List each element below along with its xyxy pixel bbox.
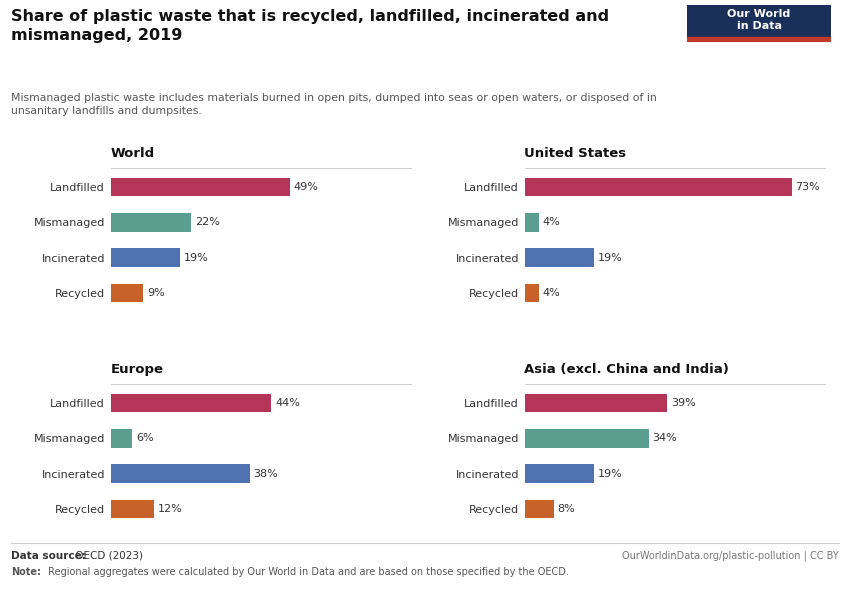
Text: 38%: 38%	[253, 469, 278, 479]
Text: Asia (excl. China and India): Asia (excl. China and India)	[524, 363, 729, 376]
Text: 39%: 39%	[671, 398, 695, 409]
Bar	[524, 214, 539, 232]
Text: 19%: 19%	[598, 253, 622, 263]
Bar	[110, 464, 250, 482]
Text: Our World
in Data: Our World in Data	[728, 9, 791, 31]
Text: 19%: 19%	[598, 469, 622, 479]
Text: Regional aggregates were calculated by Our World in Data and are based on those : Regional aggregates were calculated by O…	[45, 567, 569, 577]
Text: 44%: 44%	[275, 398, 300, 409]
Text: Share of plastic waste that is recycled, landfilled, incinerated and
mismanaged,: Share of plastic waste that is recycled,…	[11, 9, 609, 43]
Text: 34%: 34%	[653, 433, 677, 443]
Text: Data source:: Data source:	[11, 551, 86, 561]
Bar	[687, 37, 831, 42]
Bar	[524, 430, 649, 448]
Text: 4%: 4%	[543, 217, 560, 227]
Text: 49%: 49%	[293, 182, 318, 193]
Text: OurWorldinData.org/plastic-pollution | CC BY: OurWorldinData.org/plastic-pollution | C…	[622, 551, 839, 562]
Text: Note:: Note:	[11, 567, 41, 577]
Text: 4%: 4%	[543, 287, 560, 298]
Text: Europe: Europe	[110, 363, 163, 376]
Text: 22%: 22%	[195, 217, 219, 227]
Bar	[524, 284, 539, 302]
Text: United States: United States	[524, 147, 626, 160]
Bar	[110, 394, 271, 412]
Text: 6%: 6%	[136, 433, 154, 443]
Bar	[524, 394, 667, 412]
Bar	[110, 284, 144, 302]
Text: OECD (2023): OECD (2023)	[72, 551, 144, 561]
Text: 9%: 9%	[147, 287, 165, 298]
Text: Mismanaged plastic waste includes materials burned in open pits, dumped into sea: Mismanaged plastic waste includes materi…	[11, 93, 657, 116]
Bar	[110, 430, 133, 448]
Bar	[110, 248, 180, 266]
Bar	[524, 500, 553, 518]
Bar	[524, 248, 594, 266]
Bar	[110, 214, 191, 232]
Text: 19%: 19%	[184, 253, 208, 263]
Bar	[524, 464, 594, 482]
Text: 73%: 73%	[796, 182, 820, 193]
Text: World: World	[110, 147, 155, 160]
Bar	[524, 178, 791, 196]
Bar	[110, 500, 155, 518]
Text: 8%: 8%	[558, 503, 575, 514]
Text: 12%: 12%	[158, 503, 183, 514]
Bar	[110, 178, 290, 196]
